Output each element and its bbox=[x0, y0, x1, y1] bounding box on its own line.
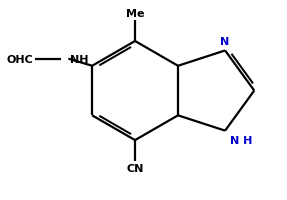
Text: N H: N H bbox=[230, 135, 252, 145]
Text: NH: NH bbox=[69, 54, 88, 64]
Text: N: N bbox=[220, 37, 230, 47]
Text: OHC: OHC bbox=[7, 54, 33, 64]
Text: Me: Me bbox=[126, 9, 144, 19]
Text: CN: CN bbox=[126, 163, 144, 173]
